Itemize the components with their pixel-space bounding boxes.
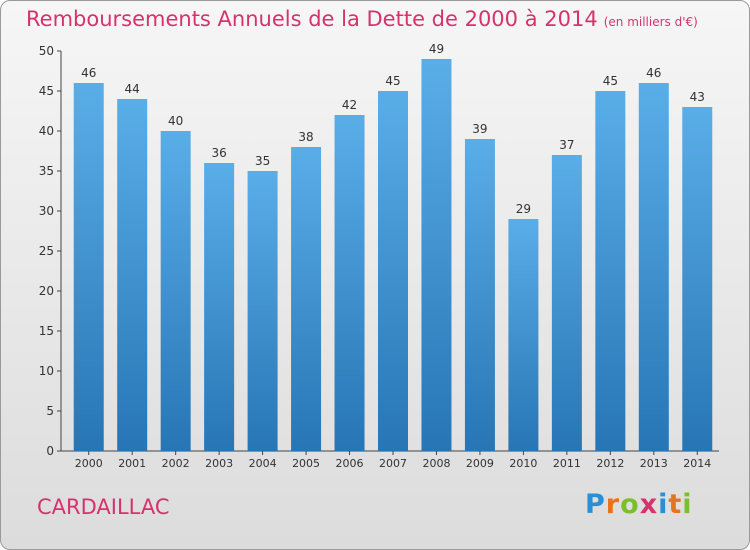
bar bbox=[204, 163, 235, 451]
logo-letter: o bbox=[620, 489, 640, 520]
bar bbox=[247, 171, 278, 451]
town-name: CARDAILLAC bbox=[37, 495, 170, 519]
bar-value-label: 36 bbox=[211, 146, 226, 160]
bar-value-label: 37 bbox=[559, 138, 574, 152]
bar bbox=[508, 219, 539, 451]
x-tick-label: 2002 bbox=[162, 457, 190, 470]
bar-value-label: 42 bbox=[342, 98, 357, 112]
bar-value-label: 29 bbox=[516, 202, 531, 216]
bar bbox=[160, 131, 191, 451]
title-text: Remboursements Annuels de la Dette de 20… bbox=[26, 7, 598, 31]
y-tick-label: 5 bbox=[46, 404, 54, 418]
x-tick-label: 2008 bbox=[422, 457, 450, 470]
bar-value-label: 38 bbox=[298, 130, 313, 144]
y-tick-label: 20 bbox=[39, 284, 54, 298]
y-tick-label: 10 bbox=[39, 364, 54, 378]
x-tick-label: 2000 bbox=[75, 457, 103, 470]
y-tick-label: 45 bbox=[39, 84, 54, 98]
logo-letter: t bbox=[668, 489, 683, 520]
x-tick-label: 2014 bbox=[683, 457, 711, 470]
bar bbox=[421, 59, 452, 451]
bar-value-label: 39 bbox=[472, 122, 487, 136]
bar-value-label: 49 bbox=[429, 42, 444, 56]
logo-letter: r bbox=[605, 489, 621, 520]
bar-value-label: 44 bbox=[125, 82, 140, 96]
bar bbox=[595, 91, 626, 451]
y-tick-label: 50 bbox=[39, 44, 54, 58]
bar bbox=[291, 147, 322, 451]
title-unit: (en milliers d'€) bbox=[603, 15, 698, 29]
x-tick-label: 2007 bbox=[379, 457, 407, 470]
y-tick-label: 40 bbox=[39, 124, 54, 138]
bar-value-label: 35 bbox=[255, 154, 270, 168]
bar bbox=[73, 83, 104, 451]
bar-value-label: 45 bbox=[603, 74, 618, 88]
x-tick-label: 2010 bbox=[509, 457, 537, 470]
x-tick-label: 2012 bbox=[596, 457, 624, 470]
logo-letter: i bbox=[658, 489, 669, 520]
logo-letter: x bbox=[639, 489, 659, 520]
x-tick-label: 2011 bbox=[553, 457, 581, 470]
proxiti-logo: Proxiti bbox=[585, 489, 693, 520]
x-tick-label: 2004 bbox=[249, 457, 277, 470]
y-tick-label: 30 bbox=[39, 204, 54, 218]
bar bbox=[378, 91, 408, 451]
bar-value-label: 40 bbox=[168, 114, 183, 128]
bar-value-label: 46 bbox=[646, 66, 661, 80]
y-tick-label: 35 bbox=[39, 164, 54, 178]
bar bbox=[638, 83, 669, 451]
y-tick-label: 15 bbox=[39, 324, 54, 338]
x-tick-label: 2009 bbox=[466, 457, 494, 470]
x-tick-label: 2013 bbox=[640, 457, 668, 470]
x-tick-label: 2003 bbox=[205, 457, 233, 470]
bar bbox=[464, 139, 495, 451]
chart-title: Remboursements Annuels de la Dette de 20… bbox=[26, 7, 698, 31]
bar bbox=[682, 107, 713, 451]
bar bbox=[117, 99, 148, 451]
x-tick-label: 2001 bbox=[118, 457, 146, 470]
bar-value-label: 43 bbox=[690, 90, 705, 104]
logo-letter: P bbox=[585, 489, 606, 520]
y-tick-label: 25 bbox=[39, 244, 54, 258]
x-tick-label: 2005 bbox=[292, 457, 320, 470]
x-tick-label: 2006 bbox=[336, 457, 364, 470]
bar bbox=[334, 115, 365, 451]
bar-value-label: 46 bbox=[81, 66, 96, 80]
bar bbox=[551, 155, 582, 451]
y-tick-label: 0 bbox=[46, 444, 54, 458]
logo-letter: i bbox=[682, 489, 693, 520]
bar-value-label: 45 bbox=[385, 74, 400, 88]
